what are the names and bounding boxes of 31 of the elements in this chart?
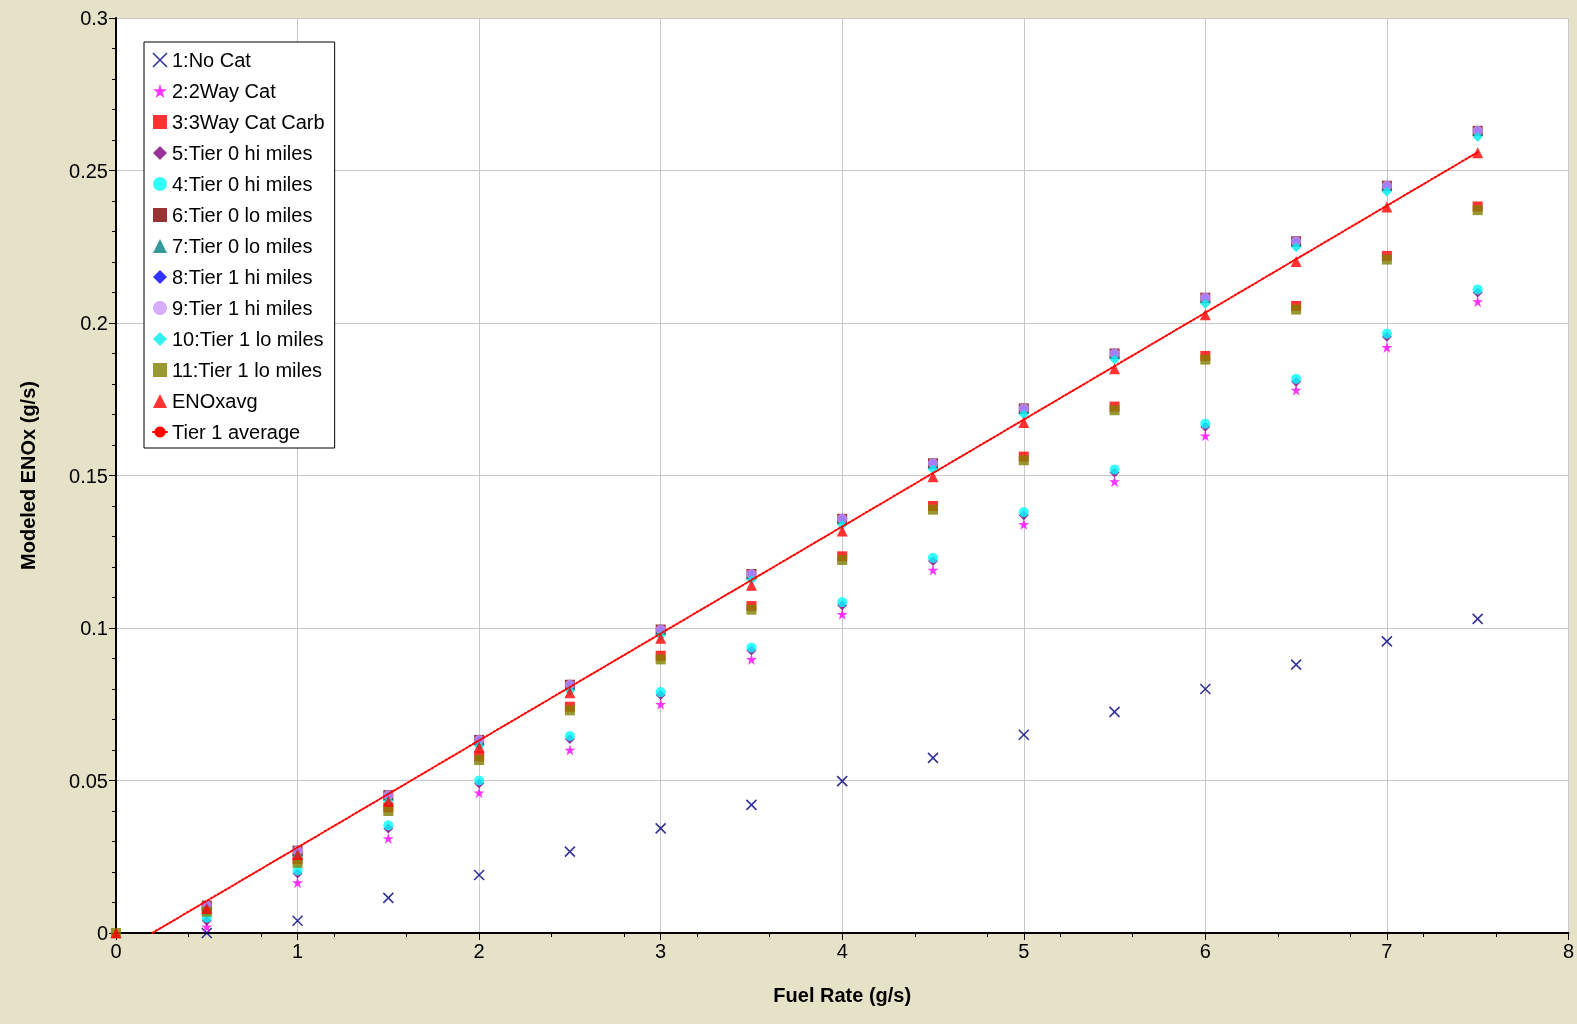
legend-label: 2:2Way Cat — [172, 80, 277, 102]
legend-label: Tier 1 average — [172, 421, 301, 443]
legend-label: 8:Tier 1 hi miles — [172, 266, 313, 288]
y-tick-label: 0.2 — [80, 312, 108, 334]
y-tick-label: 0.1 — [80, 617, 108, 639]
legend-label: 3:3Way Cat Carb — [172, 111, 325, 133]
legend-label: 7:Tier 0 lo miles — [172, 235, 313, 257]
y-tick-label: 0.3 — [80, 7, 108, 29]
legend-label: ENOxavg — [172, 390, 258, 412]
y-tick-label: 0.15 — [69, 464, 108, 487]
x-tick-label: 7 — [1381, 940, 1393, 962]
x-tick-label: 4 — [836, 940, 848, 962]
x-axis-title: Fuel Rate (g/s) — [773, 984, 912, 1006]
x-tick-label: 3 — [655, 940, 667, 962]
x-tick-label: 0 — [110, 940, 122, 962]
legend-label: 10:Tier 1 lo miles — [172, 328, 324, 350]
legend-label: 1:No Cat — [172, 49, 252, 71]
legend-label: 11:Tier 1 lo miles — [172, 359, 323, 381]
legend-label: 4:Tier 0 hi miles — [172, 173, 313, 195]
x-tick-label: 5 — [1018, 940, 1030, 962]
x-tick-label: 2 — [473, 940, 485, 962]
legend-label: 6:Tier 0 lo miles — [172, 204, 313, 226]
y-tick-label: 0.05 — [69, 769, 108, 792]
y-tick-label: 0 — [96, 922, 108, 944]
x-tick-label: 8 — [1562, 940, 1574, 962]
y-tick-label: 0.25 — [69, 159, 108, 182]
legend-label: 5:Tier 0 hi miles — [172, 142, 313, 164]
legend-label: 9:Tier 1 hi miles — [172, 297, 313, 319]
x-tick-label: 6 — [1199, 940, 1211, 962]
x-tick-label: 1 — [291, 940, 304, 962]
y-axis-title: Modeled ENOx (g/s) — [17, 381, 39, 570]
